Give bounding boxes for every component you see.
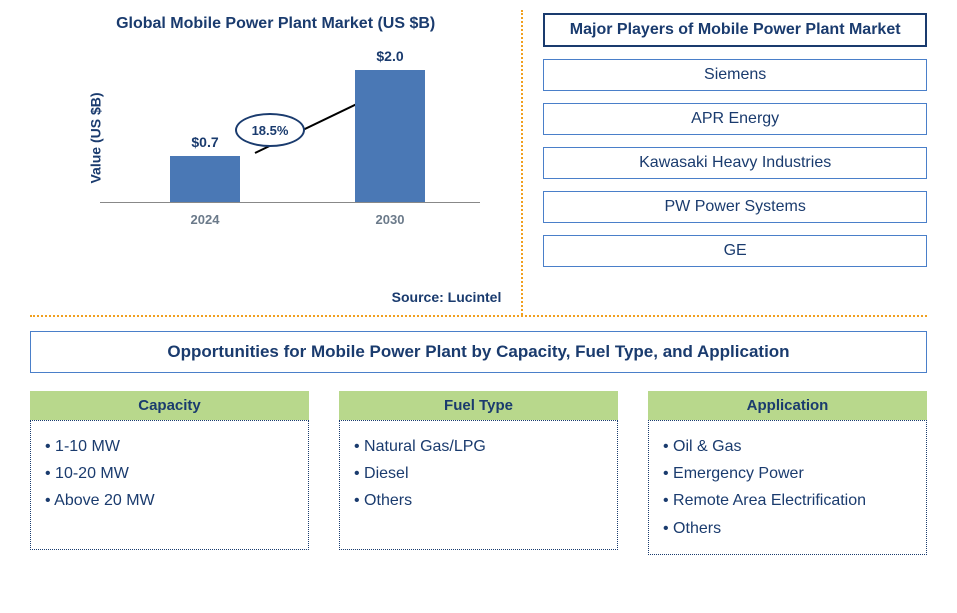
opportunities-panel: Opportunities for Mobile Power Plant by …: [30, 317, 927, 555]
chart-area: Value (US $B) 18.5% $0.72024$2.02030: [80, 43, 510, 233]
column-header: Application: [648, 391, 927, 420]
chart-bar: $0.72024: [170, 156, 240, 202]
list-item: • Remote Area Electrification: [663, 487, 912, 514]
column-body: • Oil & Gas• Emergency Power• Remote Are…: [648, 420, 927, 555]
opportunities-title: Opportunities for Mobile Power Plant by …: [30, 331, 927, 373]
bar-category-label: 2030: [376, 212, 405, 227]
column-body: • 1-10 MW• 10-20 MW• Above 20 MW: [30, 420, 309, 550]
column-header: Fuel Type: [339, 391, 618, 420]
list-item: • Oil & Gas: [663, 433, 912, 460]
chart-bar: $2.02030: [355, 70, 425, 202]
cagr-badge: 18.5%: [235, 113, 305, 147]
list-item: • Others: [663, 515, 912, 542]
players-list: Siemens APR Energy Kawasaki Heavy Industri…: [543, 59, 927, 267]
opportunity-column: Fuel Type• Natural Gas/LPG• Diesel• Othe…: [339, 391, 618, 555]
chart-title: Global Mobile Power Plant Market (US $B): [30, 15, 521, 33]
bar-value-label: $2.0: [376, 48, 403, 64]
list-item: • Diesel: [354, 460, 603, 487]
player-item: APR Energy: [543, 103, 927, 135]
list-item: • Emergency Power: [663, 460, 912, 487]
players-title: Major Players of Mobile Power Plant Mark…: [543, 13, 927, 47]
chart-panel: Global Mobile Power Plant Market (US $B)…: [30, 10, 523, 315]
opportunity-column: Capacity• 1-10 MW• 10-20 MW• Above 20 MW: [30, 391, 309, 555]
players-panel: Major Players of Mobile Power Plant Mark…: [523, 10, 927, 315]
list-item: • Above 20 MW: [45, 487, 294, 514]
list-item: • Natural Gas/LPG: [354, 433, 603, 460]
bar-value-label: $0.7: [191, 134, 218, 150]
source-label: Source: Lucintel: [392, 289, 502, 305]
bar-category-label: 2024: [191, 212, 220, 227]
list-item: • 1-10 MW: [45, 433, 294, 460]
player-item: Siemens: [543, 59, 927, 91]
opportunity-column: Application• Oil & Gas• Emergency Power•…: [648, 391, 927, 555]
list-item: • 10-20 MW: [45, 460, 294, 487]
list-item: • Others: [354, 487, 603, 514]
player-item: PW Power Systems: [543, 191, 927, 223]
player-item: GE: [543, 235, 927, 267]
player-item: Kawasaki Heavy Industries: [543, 147, 927, 179]
opportunity-columns: Capacity• 1-10 MW• 10-20 MW• Above 20 MW…: [30, 391, 927, 555]
column-header: Capacity: [30, 391, 309, 420]
column-body: • Natural Gas/LPG• Diesel• Others: [339, 420, 618, 550]
bar-plot: 18.5% $0.72024 $2.02030: [100, 58, 480, 203]
